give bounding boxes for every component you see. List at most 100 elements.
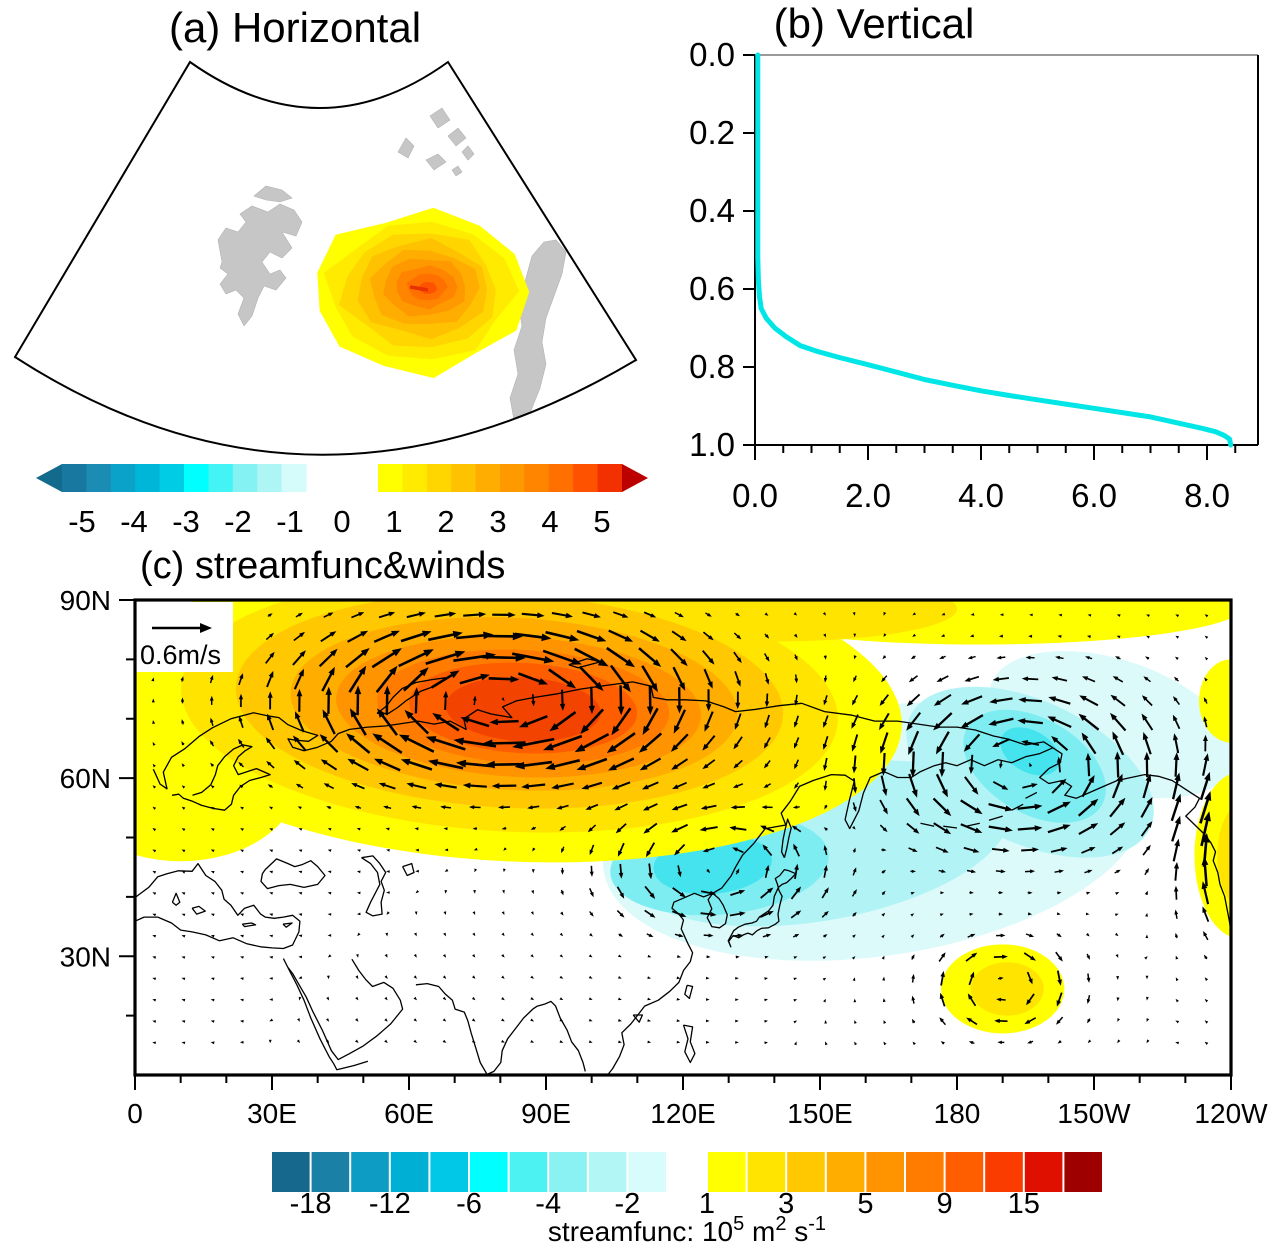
wind-arrow-head	[992, 676, 1000, 682]
wind-arrow-head	[794, 863, 799, 870]
colorbar-tick-label: 5	[857, 1188, 873, 1220]
colorbar-tick-label: -2	[615, 1188, 641, 1220]
wind-arrow-head	[940, 933, 945, 938]
wind-arrow-head	[735, 1041, 739, 1044]
lat-tick-label: 90N	[60, 585, 111, 616]
wind-arrow-head	[501, 826, 506, 830]
wind-arrow-head	[355, 1039, 359, 1043]
panel-c-colorbar: -18 -12 -6 -4 -2 1 3 5 9 15	[272, 1152, 1102, 1220]
wind-arrow-head	[1173, 752, 1180, 760]
wind-arrow-head	[588, 705, 595, 714]
wind-arrow-head	[676, 705, 683, 714]
land-gray-shape	[451, 165, 463, 177]
colorbar-segment	[402, 464, 428, 492]
wind-arrow-head	[356, 870, 361, 874]
wind-arrow-head	[1021, 676, 1029, 682]
colorbar-segment	[906, 1152, 944, 1192]
coastline	[287, 958, 404, 1061]
wind-arrow-head	[152, 913, 157, 917]
panel-a-colorbar: -5 -4 -3 -2 -1 0 1 2 3 4 5	[36, 464, 648, 539]
wind-arrow-head	[269, 998, 273, 1001]
colorbar-segment	[62, 464, 87, 492]
wind-arrow-head	[648, 872, 653, 880]
wind-arrow-head	[269, 934, 273, 938]
wind-arrow-head	[474, 868, 478, 873]
wind-arrow-head	[269, 892, 273, 895]
wind-arrow-head	[963, 744, 971, 752]
wind-arrow-head	[537, 612, 545, 619]
wind-arrow-head	[852, 825, 856, 830]
colorbar-segment	[311, 1152, 350, 1192]
wind-arrow-head	[851, 744, 857, 752]
wind-arrow-head	[268, 613, 273, 617]
wind-arrow-head	[646, 706, 654, 715]
lon-tick-label: 60E	[384, 1098, 434, 1129]
panel-a-title: (a) Horizontal	[169, 4, 421, 51]
wind-arrow-head	[997, 1040, 1002, 1045]
wind-arrow-head	[462, 782, 471, 789]
wind-arrow-head	[1141, 695, 1148, 701]
wind-arrow-head	[710, 911, 717, 917]
wind-arrow-head	[732, 847, 738, 852]
wind-arrow-head	[428, 759, 439, 767]
wind-arrow-head	[576, 763, 587, 771]
wind-arrow-head	[320, 759, 328, 765]
wind-arrow-head	[432, 713, 442, 721]
wind-arrow-head	[508, 612, 516, 618]
wind-arrow-head	[764, 1020, 768, 1023]
wind-arrow-shaft	[375, 734, 403, 754]
wind-arrow-head	[268, 670, 274, 678]
wind-arrow-head	[1146, 821, 1153, 828]
wind-arrow-head	[325, 686, 332, 695]
wind-arrow-head	[269, 977, 273, 980]
panel-a-land-shapes	[217, 107, 567, 449]
wind-arrow-head	[473, 890, 476, 894]
wind-arrow-head	[502, 889, 505, 894]
wind-arrow-head	[472, 975, 476, 979]
wind-arrow-head	[1143, 751, 1150, 760]
wind-arrow-head	[1090, 798, 1099, 807]
wind-arrow-head	[210, 717, 214, 723]
wind-arrow-head	[974, 827, 983, 833]
wind-arrow-head	[1116, 976, 1119, 980]
wind-arrow-head	[1116, 635, 1121, 639]
coastline	[415, 982, 586, 1075]
wind-arrow-head	[822, 956, 827, 960]
wind-arrow-head	[793, 612, 798, 616]
wind-arrow-head	[415, 890, 420, 894]
wind-arrow-head	[999, 763, 1003, 769]
wind-arrow-head	[882, 976, 886, 981]
wind-arrow-head	[181, 828, 186, 832]
wind-arrow-head	[269, 806, 273, 810]
y-tick-label: 0.6	[689, 270, 735, 307]
wind-arrow-head	[943, 828, 952, 835]
wind-arrow-head	[642, 805, 650, 811]
wind-arrow-head	[910, 655, 916, 660]
wind-arrow-head	[1085, 752, 1092, 761]
wind-arrow-head	[911, 973, 915, 979]
wind-arrow-head	[503, 847, 507, 851]
wind-arrow-head	[1204, 1020, 1209, 1024]
wind-arrow-head	[589, 912, 594, 917]
wind-arrow-head	[677, 871, 682, 878]
coastline	[1025, 791, 1038, 799]
wind-arrow-head	[532, 847, 536, 852]
x-tick-label: 8.0	[1184, 477, 1230, 514]
wind-arrow-shaft	[606, 646, 632, 666]
wind-arrow-head	[514, 761, 525, 770]
colorbar-segment	[945, 1152, 984, 1192]
wind-arrow-head	[559, 1018, 564, 1022]
wind-arrow-head	[825, 1041, 828, 1046]
wind-arrow-head	[1021, 740, 1029, 745]
colorbar-segment	[548, 464, 574, 492]
wind-arrow-head	[181, 998, 186, 1002]
wind-arrow-head	[638, 744, 648, 753]
wind-arrow-head	[618, 1018, 622, 1022]
coastline	[171, 744, 271, 811]
wind-arrow-head	[356, 954, 359, 958]
colorbar-tick-label: -4	[120, 504, 148, 539]
wind-arrow-head	[1078, 713, 1087, 721]
wind-arrow-head	[883, 611, 887, 616]
wind-arrow-head	[269, 913, 273, 917]
wind-arrow-head	[181, 849, 186, 853]
